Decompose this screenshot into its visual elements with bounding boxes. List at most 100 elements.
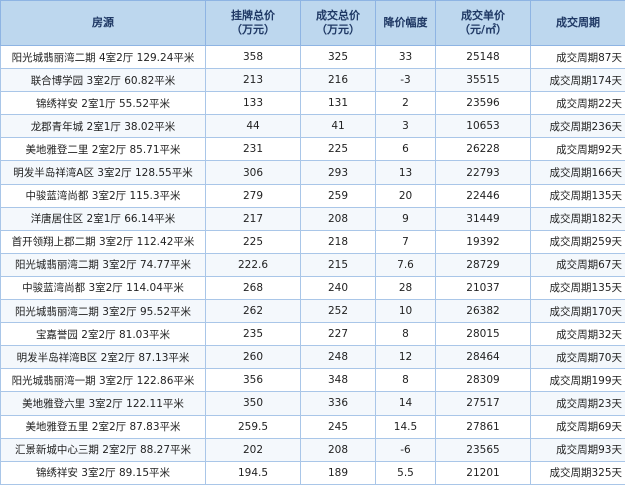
table-cell: 35515 [435,68,531,93]
table-row: 美地雅登二里 2室2厅 85.71平米 231 225 6 26228 成交周期92天 [0,137,625,162]
header-row: 房源 挂牌总价 （万元） 成交总价 （万元） 降价幅度 成交单价 （元/㎡） 成交周期 [0,0,625,46]
header-text: 成交单价 [461,9,505,22]
table-cell: 27861 [435,414,531,439]
table-row: 洋唐居住区 2室1厅 66.14平米 217 208 9 31449 成交周期182天 [0,206,625,231]
table-cell: 成交周期93天 [530,437,625,462]
table-cell: 8 [375,368,436,393]
table-cell: 350 [205,391,301,416]
table-cell: 成交周期236天 [530,114,625,139]
table-cell: 27517 [435,391,531,416]
table-cell: 262 [205,299,301,324]
table-cell: 成交周期259天 [530,229,625,254]
table-cell: 268 [205,275,301,301]
header-cell: 挂牌总价 （万元） [205,0,301,46]
table-cell: 成交周期170天 [530,299,625,324]
table-cell: 28729 [435,252,531,277]
table-cell: 7.6 [375,252,436,277]
header-cell: 降价幅度 [375,0,436,46]
table-cell: 8 [375,322,436,347]
table-cell: 259.5 [205,414,301,439]
header-cell: 房源 [0,0,206,46]
table-cell: 336 [300,391,376,416]
table-cell: 358 [205,44,301,70]
table-cell: 19392 [435,229,531,254]
table-cell: 20 [375,183,436,208]
table-cell: 成交周期69天 [530,414,625,439]
table-cell: 成交周期32天 [530,322,625,347]
header-text: 成交总价 [316,9,360,22]
table-cell: 260 [205,345,301,370]
table-cell: 13 [375,160,436,185]
table-cell: 联合博学园 3室2厅 60.82平米 [0,68,206,93]
table-cell: 成交周期70天 [530,345,625,370]
table-cell: 中骏蓝湾尚都 3室2厅 114.04平米 [0,275,206,301]
table-row: 美地雅登六里 3室2厅 122.11平米 350 336 14 27517 成交周期23天 [0,391,625,416]
table-row: 宝嘉誉园 2室2厅 81.03平米 235 227 8 28015 成交周期32天 [0,322,625,347]
table-cell: 25148 [435,44,531,70]
table-cell: 成交周期23天 [530,391,625,416]
header-text: （万元） [316,23,360,36]
table-cell: -6 [375,437,436,462]
table-cell: 222.6 [205,252,301,277]
table-cell: 汇景新城中心三期 2室2厅 88.27平米 [0,437,206,462]
table-cell: 阳光城翡丽湾一期 3室2厅 122.86平米 [0,368,206,393]
table-cell: 9 [375,206,436,231]
table-cell: 14 [375,391,436,416]
table-cell: 44 [205,114,301,139]
header-cell: 成交周期 [530,0,625,46]
table-body: 阳光城翡丽湾二期 4室2厅 129.24平米 358 325 33 25148 成交周期8… [0,44,625,485]
table-cell: 227 [300,322,376,347]
table-row: 锦绣祥安 2室1厅 55.52平米 133 131 2 23596 成交周期22天 [0,91,625,116]
table-cell: 成交周期166天 [530,160,625,185]
table-cell: 31449 [435,206,531,231]
table-row: 联合博学园 3室2厅 60.82平米 213 216 -3 35515 成交周期174天 [0,68,625,93]
table-cell: 2 [375,91,436,116]
table-cell: 23596 [435,91,531,116]
table-cell: -3 [375,68,436,93]
table-cell: 成交周期92天 [530,137,625,162]
table-cell: 131 [300,91,376,116]
table-cell: 锦绣祥安 3室2厅 89.15平米 [0,460,206,485]
table-row: 阳光城翡丽湾二期 3室2厅 95.52平米 262 252 10 26382 成交周期17… [0,299,625,324]
table-cell: 225 [300,137,376,162]
table-row: 锦绣祥安 3室2厅 89.15平米 194.5 189 5.5 21201 成交周期325… [0,460,625,485]
table-cell: 248 [300,345,376,370]
table-cell: 21201 [435,460,531,485]
table-cell: 235 [205,322,301,347]
table-row: 汇景新城中心三期 2室2厅 88.27平米 202 208 -6 23565 成交周期93… [0,437,625,462]
table-cell: 12 [375,345,436,370]
header-text: （元/㎡） [458,23,508,36]
table-cell: 锦绣祥安 2室1厅 55.52平米 [0,91,206,116]
table-cell: 293 [300,160,376,185]
header-text: 房源 [92,16,114,29]
table-row: 首开领翔上郡二期 3室2厅 112.42平米 225 218 7 19392 成交周期25… [0,229,625,254]
table-cell: 208 [300,206,376,231]
table-cell: 明发半岛祥湾A区 3室2厅 128.55平米 [0,160,206,185]
table-cell: 213 [205,68,301,93]
table-cell: 成交周期199天 [530,368,625,393]
table-cell: 美地雅登六里 3室2厅 122.11平米 [0,391,206,416]
table-cell: 美地雅登二里 2室2厅 85.71平米 [0,137,206,162]
table-cell: 10 [375,299,436,324]
table-cell: 10653 [435,114,531,139]
table-cell: 259 [300,183,376,208]
header-cell: 成交总价 （万元） [300,0,376,46]
table-cell: 252 [300,299,376,324]
table-cell: 202 [205,437,301,462]
table-cell: 26228 [435,137,531,162]
table-cell: 189 [300,460,376,485]
table-cell: 22793 [435,160,531,185]
table-row: 阳光城翡丽湾二期 4室2厅 129.24平米 358 325 33 25148 成交周期8… [0,44,625,70]
table-cell: 348 [300,368,376,393]
table-cell: 245 [300,414,376,439]
table-cell: 14.5 [375,414,436,439]
table-cell: 成交周期182天 [530,206,625,231]
table-cell: 33 [375,44,436,70]
table-cell: 21037 [435,275,531,301]
table-cell: 231 [205,137,301,162]
table-cell: 成交周期87天 [530,44,625,70]
table-cell: 279 [205,183,301,208]
header-text: （万元） [231,23,275,36]
table-cell: 中骏蓝湾尚都 3室2厅 115.3平米 [0,183,206,208]
table-cell: 首开领翔上郡二期 3室2厅 112.42平米 [0,229,206,254]
